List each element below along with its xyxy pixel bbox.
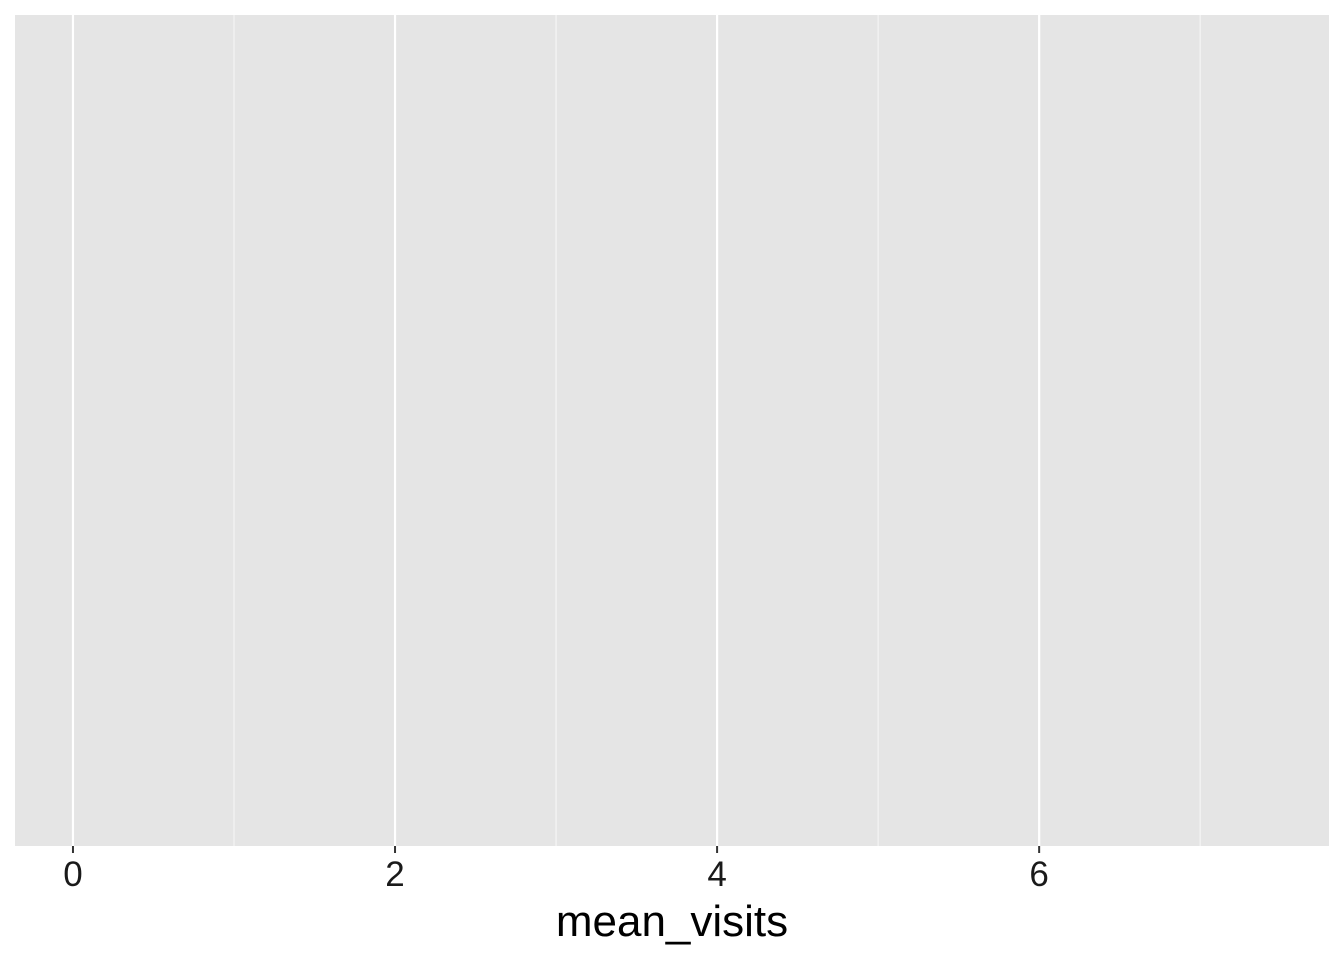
- x-tick-label-2: 2: [385, 855, 404, 894]
- major-gridlines: [71, 15, 1041, 846]
- minor-gridlines: [233, 15, 1201, 846]
- x-tick-label-0: 0: [63, 855, 82, 894]
- x-axis-title: mean_visits: [556, 897, 788, 946]
- x-tick-label-4: 4: [707, 855, 726, 894]
- x-tick-label-6: 6: [1029, 855, 1048, 894]
- x-axis-tick-labels: 0 2 4 6: [63, 855, 1049, 894]
- x-axis-ticks: [71, 846, 1041, 853]
- plot-panel: [15, 15, 1329, 846]
